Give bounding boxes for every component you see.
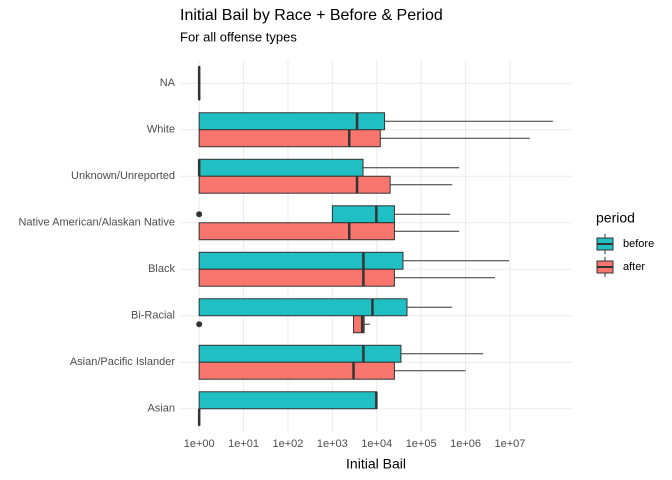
x-tick-label: 1e+06 [450, 438, 481, 450]
y-tick-label: Asian [147, 403, 175, 415]
x-tick-label: 1e+03 [317, 438, 348, 450]
y-tick-label: Bi-Racial [131, 310, 175, 322]
chart-subtitle: For all offense types [180, 29, 297, 44]
x-tick-label: 1e+01 [228, 438, 259, 450]
box [331, 205, 395, 224]
box [198, 361, 395, 380]
y-tick-label: NA [160, 77, 176, 89]
outlier [196, 321, 203, 328]
box [198, 251, 404, 270]
x-tick-label: 1e+05 [406, 438, 437, 450]
box [198, 175, 391, 194]
x-tick-label: 1e+04 [361, 438, 392, 450]
box [198, 158, 364, 177]
outlier [196, 211, 203, 218]
box [198, 268, 395, 287]
legend-title: period [596, 210, 635, 226]
box [198, 391, 378, 410]
y-tick-label: Black [148, 263, 175, 275]
x-tick-label: 1e+07 [494, 438, 525, 450]
y-tick-label: White [147, 124, 175, 136]
box [198, 222, 395, 241]
y-tick-label: Unknown/Unreported [71, 170, 175, 182]
legend-label: after [623, 261, 645, 273]
x-axis-label: Initial Bail [346, 456, 406, 472]
box [353, 315, 365, 334]
chart-title: Initial Bail by Race + Before & Period [180, 7, 443, 24]
y-tick-label: Native American/Alaskan Native [18, 217, 175, 229]
x-tick-label: 1e+02 [273, 438, 304, 450]
box [198, 298, 408, 317]
y-tick-label: Asian/Pacific Islander [70, 356, 175, 368]
box [198, 129, 381, 148]
legend-label: before [623, 238, 654, 250]
x-tick-label: 1e+00 [184, 438, 215, 450]
box [198, 344, 402, 363]
